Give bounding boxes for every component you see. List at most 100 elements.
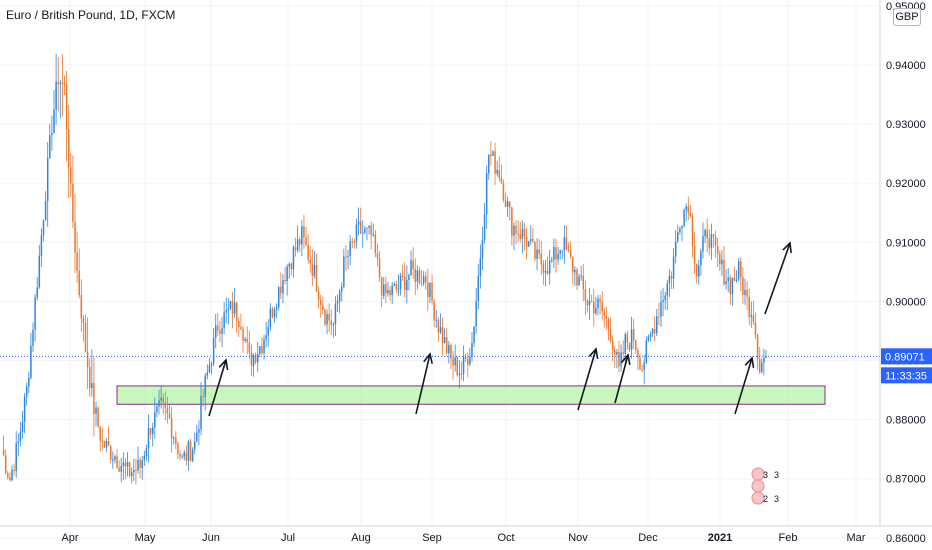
candle-body <box>624 334 627 354</box>
candle-body <box>399 275 402 289</box>
candle-body <box>93 382 95 414</box>
candle-body <box>19 432 22 442</box>
currency-button[interactable]: GBP <box>893 8 921 26</box>
candle-body <box>685 206 687 211</box>
candle-body <box>309 259 311 264</box>
candle-body <box>212 337 215 364</box>
candle-body <box>647 336 650 341</box>
candle-body <box>353 241 356 243</box>
candle-body <box>160 397 162 401</box>
candle-body <box>141 460 143 469</box>
candle-body <box>322 304 324 310</box>
candle-body <box>719 254 721 265</box>
candle-body <box>641 369 643 371</box>
candle-body <box>469 356 471 365</box>
candle-body <box>164 402 167 408</box>
candle-body <box>256 353 259 363</box>
candle-body <box>198 429 200 433</box>
candle-body <box>263 339 265 354</box>
candle-body <box>763 357 765 363</box>
candle-body <box>328 313 330 321</box>
candle-body <box>177 443 179 454</box>
candle-body <box>435 319 438 321</box>
candle-body <box>733 277 736 281</box>
candle-body <box>521 228 524 239</box>
candle-body <box>679 228 681 233</box>
last-price-value: 0.89071 <box>885 351 925 363</box>
candle-body <box>91 382 93 389</box>
candle-body <box>107 441 110 446</box>
candle-body <box>38 255 41 288</box>
candle-body <box>311 263 314 276</box>
candle-body <box>706 229 708 239</box>
candle-body <box>458 373 461 376</box>
candle-body <box>391 285 393 296</box>
candle-body <box>664 295 666 301</box>
candle-body <box>431 282 433 302</box>
candle-body <box>758 359 761 373</box>
candle-body <box>544 270 547 273</box>
time-tick: Nov <box>568 532 588 544</box>
candle-body <box>128 462 131 476</box>
candle-body <box>305 237 307 245</box>
candle-body <box>546 270 549 274</box>
candle-body <box>765 356 767 358</box>
candle-body <box>82 318 85 324</box>
candle-body <box>462 357 465 375</box>
candle-body <box>15 443 17 471</box>
candle-body <box>479 258 482 277</box>
candle-body <box>740 261 742 277</box>
candle-body <box>605 316 608 319</box>
candle-body <box>280 286 282 294</box>
countdown-value: 11:33:35 <box>885 370 927 382</box>
candle-body <box>748 296 750 317</box>
candle-body <box>126 462 129 467</box>
candle-body <box>525 236 528 247</box>
candle-body <box>51 133 53 136</box>
candle-body <box>244 338 246 341</box>
candle-body <box>135 469 137 471</box>
candle-body <box>653 328 656 334</box>
candle-body <box>481 240 484 259</box>
candle-body <box>214 325 217 338</box>
candle-body <box>441 327 444 344</box>
time-tick: Dec <box>638 532 658 544</box>
arrow-head <box>744 356 755 369</box>
candle-body <box>422 276 425 284</box>
candle-body <box>433 301 435 321</box>
candle-body <box>668 276 671 284</box>
candle-body <box>593 301 595 314</box>
candle-body <box>580 275 582 277</box>
candle-body <box>609 328 612 341</box>
candle-body <box>588 301 591 306</box>
candle-body <box>378 258 381 278</box>
annotation-arrow <box>764 242 791 315</box>
candle-body <box>40 235 43 256</box>
candle-body <box>662 300 664 302</box>
time-tick: May <box>135 532 156 544</box>
candle-body <box>145 448 148 456</box>
candle-body <box>687 206 690 213</box>
candle-body <box>502 182 505 201</box>
candle-body <box>408 275 410 281</box>
candle-body <box>191 449 194 461</box>
candle-body <box>208 365 211 373</box>
candle-body <box>412 260 414 269</box>
candle-body <box>294 247 297 251</box>
candle-body <box>683 210 685 227</box>
candle-body <box>536 249 538 259</box>
candle-body <box>11 469 13 481</box>
candle-body <box>698 265 700 277</box>
candle-body <box>504 200 507 207</box>
candle-body <box>179 453 181 457</box>
time-axis: Apr May Jun Jul Aug Sep Oct Nov Dec 2021 Feb Mar <box>61 532 865 544</box>
candle-body <box>723 259 725 285</box>
candle-body <box>166 407 169 414</box>
candle-body <box>290 263 293 270</box>
candle-body <box>750 315 753 317</box>
candle-body <box>716 245 719 255</box>
candle-body <box>23 396 26 422</box>
candle-body <box>154 412 156 428</box>
candle-body <box>429 282 431 297</box>
